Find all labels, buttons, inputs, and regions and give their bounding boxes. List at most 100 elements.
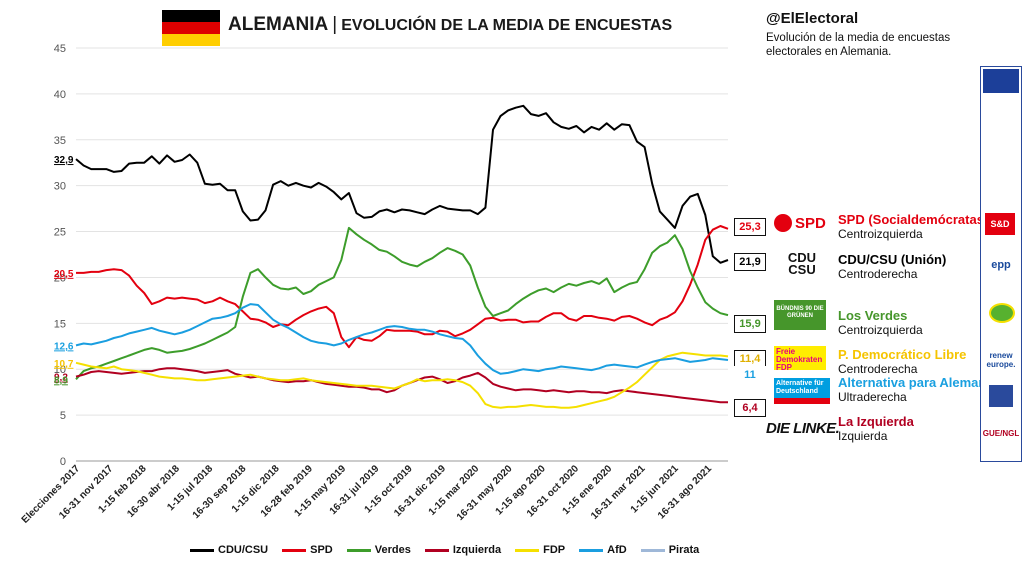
value-box-cdu: 21,9 bbox=[734, 253, 766, 271]
flag-stripe-red bbox=[162, 22, 220, 34]
party-fdp: P. Democrático Libre Centroderecha bbox=[838, 347, 966, 376]
y-tick-label: 20 bbox=[54, 272, 66, 284]
legend-swatch bbox=[579, 548, 604, 552]
legend-swatch bbox=[346, 548, 371, 552]
legend-item: AfD bbox=[579, 544, 627, 556]
y-tick-label: 35 bbox=[54, 135, 66, 147]
legend-item: Verdes bbox=[346, 544, 411, 556]
value-box-linke: 6,4 bbox=[734, 399, 766, 417]
legend-label: CDU/CSU bbox=[218, 544, 269, 556]
party-side-greens: Centroizquierda bbox=[838, 323, 923, 337]
start-value-label: 9,2 bbox=[54, 373, 68, 384]
y-tick-label: 15 bbox=[54, 318, 66, 330]
y-tick-label: 45 bbox=[54, 43, 66, 55]
cdu-logo-text: CDU CSU bbox=[787, 250, 817, 277]
x-tick-label: Elecciones 2017 bbox=[20, 463, 83, 526]
linke-logo: DIE LINKE. bbox=[766, 420, 840, 437]
party-side-cdu: Centroderecha bbox=[838, 267, 918, 281]
party-side-spd: Centroizquierda bbox=[838, 227, 923, 241]
greens-efa-icon bbox=[989, 303, 1015, 323]
id-group-icon bbox=[989, 385, 1013, 407]
title-main: ALEMANIA bbox=[228, 14, 329, 35]
legend-label: Izquierda bbox=[452, 544, 502, 556]
series-line-fdp bbox=[75, 351, 729, 409]
legend-item: FDP bbox=[515, 544, 565, 556]
value-box-fdp: 11,4 bbox=[734, 350, 766, 368]
afd-logo-text: Alternative für Deutschland bbox=[776, 380, 824, 395]
series-line-verdes bbox=[75, 226, 729, 380]
legend-item: Izquierda bbox=[424, 544, 502, 556]
legend-label: SPD bbox=[310, 544, 333, 556]
start-value-label: 32,9 bbox=[54, 155, 74, 166]
author-handle: @ElElectoral bbox=[766, 10, 859, 27]
party-side-linke: Izquierda bbox=[838, 429, 888, 443]
linke-logo-text: DIE LINKE. bbox=[766, 420, 840, 437]
flag-stripe-black bbox=[162, 10, 220, 22]
party-name-fdp: P. Democrático Libre bbox=[838, 347, 967, 362]
value-box-spd: 25,3 bbox=[734, 218, 766, 236]
greens-logo-text: BÜNDNIS 90 DIE GRÜNEN bbox=[776, 306, 824, 319]
y-tick-label: 10 bbox=[54, 364, 66, 376]
fdp-logo-text: Freie Demokraten FDP bbox=[776, 347, 823, 372]
start-value-label: 8,9 bbox=[54, 375, 68, 386]
start-value-label: 10,7 bbox=[54, 359, 74, 370]
legend-swatch bbox=[640, 548, 665, 552]
afd-logo: Alternative für Deutschland bbox=[774, 378, 830, 404]
party-name-greens: Los Verdes bbox=[838, 308, 908, 323]
party-name-spd: SPD (Socialdemócratas) bbox=[838, 212, 989, 227]
legend-swatch bbox=[515, 548, 540, 552]
y-tick-label: 40 bbox=[54, 89, 66, 101]
party-name-linke: La Izquierda bbox=[838, 414, 914, 429]
value-box-greens: 15,9 bbox=[734, 315, 766, 333]
eu-group-renew: renew europe. bbox=[986, 351, 1016, 369]
party-spd: SPD (Socialdemócratas) Centroizquierda bbox=[838, 212, 988, 241]
party-afd: Alternativa para Alemania Ultraderecha bbox=[838, 375, 997, 404]
legend-swatch bbox=[282, 548, 307, 552]
eu-group-gue: GUE/NGL bbox=[982, 429, 1020, 438]
y-tick-label: 30 bbox=[54, 181, 66, 193]
start-value-label: 20,5 bbox=[54, 269, 74, 280]
legend-label: AfD bbox=[607, 544, 627, 556]
legend-label: FDP bbox=[543, 544, 566, 556]
legend-item: Pirata bbox=[640, 544, 700, 556]
party-greens: Los Verdes Centroizquierda bbox=[838, 308, 923, 337]
spd-logo: SPD bbox=[774, 214, 826, 232]
legend-label: Verdes bbox=[374, 544, 411, 556]
title-separator: | bbox=[332, 14, 338, 35]
party-linke: La Izquierda Izquierda bbox=[838, 414, 914, 443]
legend-label: Pirata bbox=[668, 544, 700, 556]
eu-flag-icon bbox=[983, 69, 1019, 93]
series-line-spd bbox=[76, 225, 729, 349]
title-sub: EVOLUCIÓN DE LA MEDIA DE ENCUESTAS bbox=[341, 17, 673, 34]
series-line-afd bbox=[75, 303, 729, 375]
chart-title: ALEMANIA | EVOLUCIÓN DE LA MEDIA DE ENCUES… bbox=[228, 14, 672, 36]
series-line-cducsu bbox=[75, 104, 729, 264]
legend-item: CDU/CSU bbox=[190, 544, 268, 556]
legend-swatch bbox=[190, 548, 214, 552]
legend: CDU/CSU SPD Verdes Izquierda FDP AfD Pirata bbox=[190, 544, 699, 556]
y-tick-label: 25 bbox=[54, 227, 66, 239]
start-value-label: 12,6 bbox=[54, 341, 74, 352]
legend-swatch bbox=[424, 548, 449, 552]
y-tick-label: 0 bbox=[60, 456, 66, 468]
germany-flag bbox=[162, 10, 220, 46]
y-tick-label: 5 bbox=[60, 410, 66, 422]
flag-stripe-gold bbox=[162, 34, 220, 46]
eu-group-sd: S&D bbox=[985, 213, 1015, 235]
party-name-afd: Alternativa para Alemania bbox=[838, 375, 998, 390]
party-cdu: CDU/CSU (Unión) Centroderecha bbox=[838, 252, 946, 281]
legend-item: SPD bbox=[282, 544, 333, 556]
party-side-fdp: Centroderecha bbox=[838, 362, 918, 376]
party-side-afd: Ultraderecha bbox=[838, 390, 907, 404]
spd-logo-text: SPD bbox=[795, 214, 826, 232]
greens-logo: BÜNDNIS 90 DIE GRÜNEN bbox=[774, 300, 826, 330]
value-box-afd: 11 bbox=[734, 366, 766, 384]
fdp-logo: Freie Demokraten FDP bbox=[774, 346, 826, 372]
eu-group-epp: epp bbox=[991, 259, 1011, 271]
party-name-cdu: CDU/CSU (Unión) bbox=[838, 252, 947, 267]
chart-description: Evolución de la media de encuestas elect… bbox=[766, 32, 951, 58]
eu-groups-column: S&D epp renew europe. GUE/NGL bbox=[980, 66, 1022, 462]
cdu-csu-logo: CDU CSU bbox=[778, 250, 826, 277]
rose-icon bbox=[774, 214, 792, 232]
